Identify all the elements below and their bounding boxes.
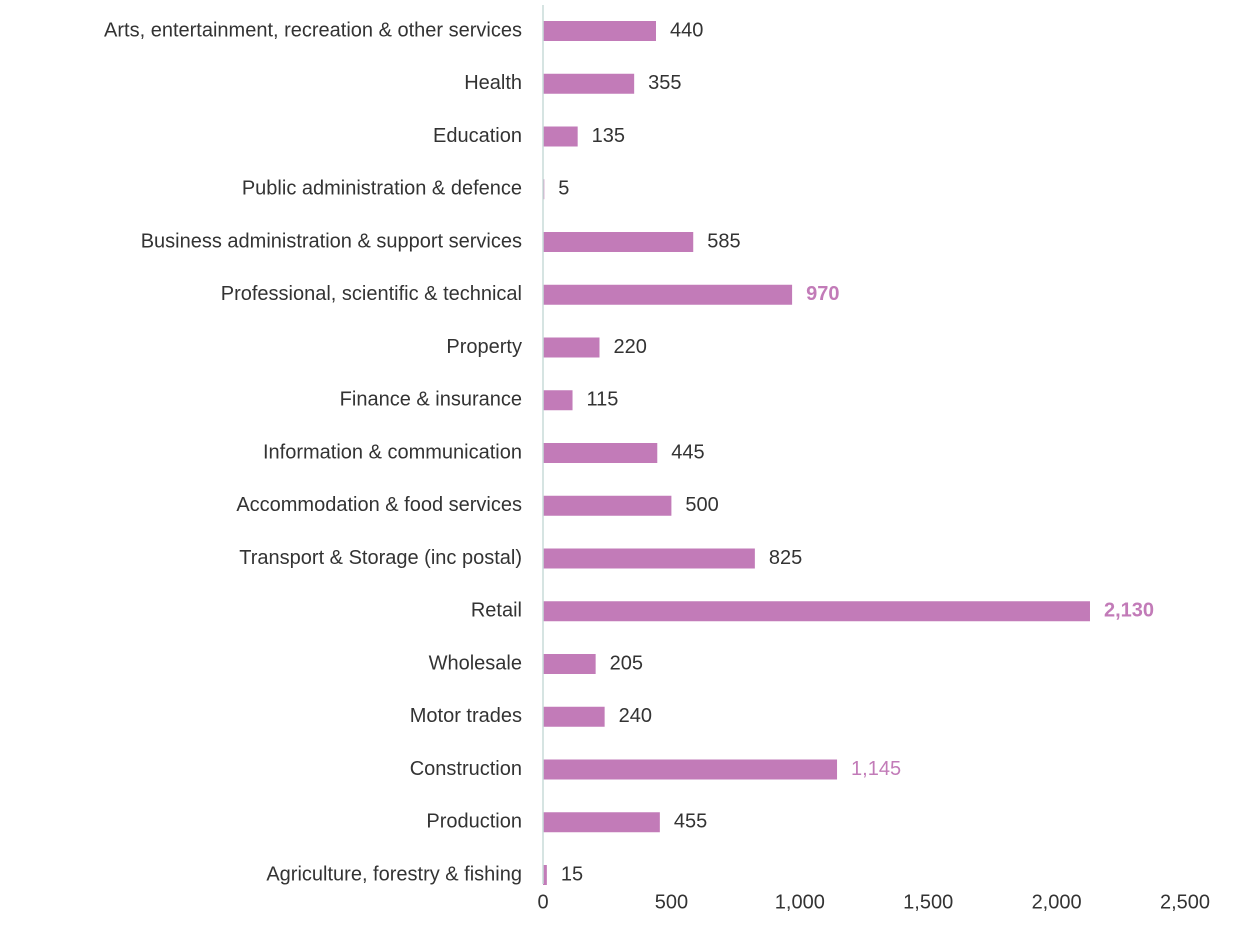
x-tick-label: 500 [655, 891, 688, 913]
y-tick-label: Production [426, 811, 522, 833]
y-tick-label: Health [464, 72, 522, 94]
value-label: 445 [671, 441, 704, 463]
value-label: 115 [587, 389, 619, 411]
y-tick-label: Transport & Storage (inc postal) [239, 547, 522, 569]
value-label: 5 [558, 178, 569, 200]
bar [543, 495, 672, 516]
value-label: 455 [674, 811, 707, 833]
bar [543, 73, 635, 94]
value-label: 825 [769, 547, 802, 569]
bar [543, 390, 573, 411]
bar [543, 706, 605, 727]
bar [543, 21, 656, 41]
y-tick-label: Information & communication [263, 441, 522, 463]
value-label: 135 [592, 125, 625, 147]
value-label: 500 [685, 494, 718, 516]
x-tick-label: 2,500 [1160, 891, 1210, 913]
bar [543, 865, 547, 885]
y-tick-label: Construction [410, 758, 522, 780]
value-label: 205 [610, 652, 643, 674]
y-tick-label: Accommodation & food services [236, 494, 522, 516]
value-label: 2,130 [1104, 600, 1154, 622]
value-label: 440 [670, 19, 703, 41]
value-label: 1,145 [851, 758, 901, 780]
value-label: 355 [648, 72, 681, 94]
y-tick-label: Motor trades [410, 705, 522, 727]
y-tick-label: Wholesale [429, 652, 522, 674]
value-label: 240 [619, 705, 652, 727]
bar [543, 654, 596, 674]
y-tick-label: Education [433, 125, 522, 147]
y-tick-label: Property [446, 336, 522, 358]
bar [543, 284, 793, 305]
bar [543, 601, 1090, 622]
x-tick-label: 2,000 [1032, 891, 1082, 913]
value-label: 970 [806, 283, 839, 305]
bar [543, 759, 838, 780]
bar [543, 548, 755, 569]
x-tick-label: 0 [537, 891, 548, 913]
bar [543, 443, 658, 463]
y-tick-label: Finance & insurance [340, 389, 522, 411]
bar [543, 126, 578, 147]
bar [543, 337, 600, 358]
bar [543, 812, 660, 833]
y-tick-label: Business administration & support servic… [141, 230, 522, 252]
x-tick-label: 1,500 [903, 891, 953, 913]
y-tick-label: Public administration & defence [242, 178, 522, 200]
value-label: 585 [707, 230, 740, 252]
bar [543, 232, 694, 252]
y-tick-label: Agriculture, forestry & fishing [266, 863, 522, 885]
value-label: 220 [613, 336, 646, 358]
y-tick-label: Arts, entertainment, recreation & other … [104, 19, 522, 41]
value-label: 15 [561, 863, 583, 885]
x-tick-label: 1,000 [775, 891, 825, 913]
y-tick-label: Professional, scientific & technical [221, 283, 522, 305]
y-tick-label: Retail [471, 600, 522, 622]
